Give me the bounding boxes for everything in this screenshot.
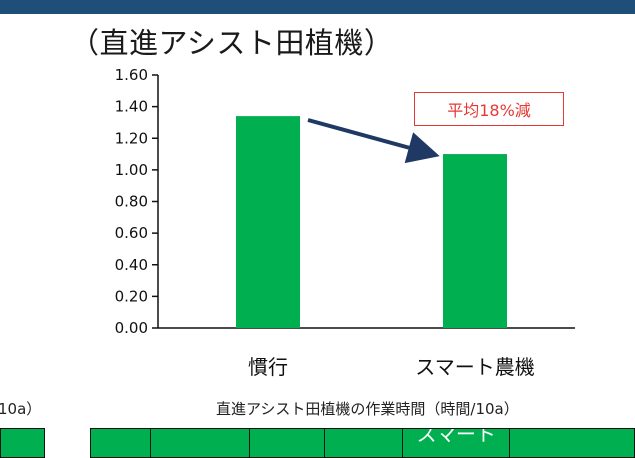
x-category-label: 慣行 <box>248 355 288 379</box>
bar-1 <box>236 116 300 328</box>
chart-title: （直進アシスト田植機） <box>70 26 394 60</box>
bars <box>236 116 507 328</box>
x-category-label: スマート農機 <box>415 355 534 379</box>
header-bar <box>0 0 635 14</box>
bar-2 <box>443 154 507 328</box>
table-header-cell <box>510 429 634 457</box>
table-header-cell <box>250 429 326 457</box>
y-tick-label: 1.60 <box>115 66 148 84</box>
table-header-cell: スマート <box>402 428 511 457</box>
y-tick-label: 0.00 <box>115 319 148 337</box>
annotation-box: 平均18%減 <box>414 92 564 126</box>
table-header-cell <box>325 429 403 457</box>
table-header-cell <box>150 429 251 457</box>
table-header-cell <box>91 429 151 457</box>
y-tick-label: 0.80 <box>115 193 148 211</box>
table-right-partial: スマート <box>90 428 635 458</box>
y-tick-label: 1.00 <box>115 161 148 179</box>
table-header-smart: スマート <box>416 428 496 446</box>
y-tick-label: 0.20 <box>115 287 148 305</box>
y-tick-label: 1.40 <box>115 98 148 116</box>
table-left-partial <box>0 428 45 458</box>
y-axis: 0.00 0.20 0.40 0.60 0.80 1.00 1.20 1.40 1.60 <box>115 66 575 337</box>
y-tick-label: 0.40 <box>115 256 148 274</box>
y-tick-label: 1.20 <box>115 129 148 147</box>
trend-arrow <box>307 118 440 164</box>
x-axis-labels: 慣行 スマート農機 <box>248 355 535 379</box>
bar-chart: 0.00 0.20 0.40 0.60 0.80 1.00 1.20 1.40 1.60 慣行 ス… <box>115 66 575 379</box>
table-caption-right: 直進アシスト田植機の作業時間（時間/10a） <box>216 400 519 418</box>
table-caption-left: 10a） <box>0 400 42 418</box>
y-tick-label: 0.60 <box>115 224 148 242</box>
